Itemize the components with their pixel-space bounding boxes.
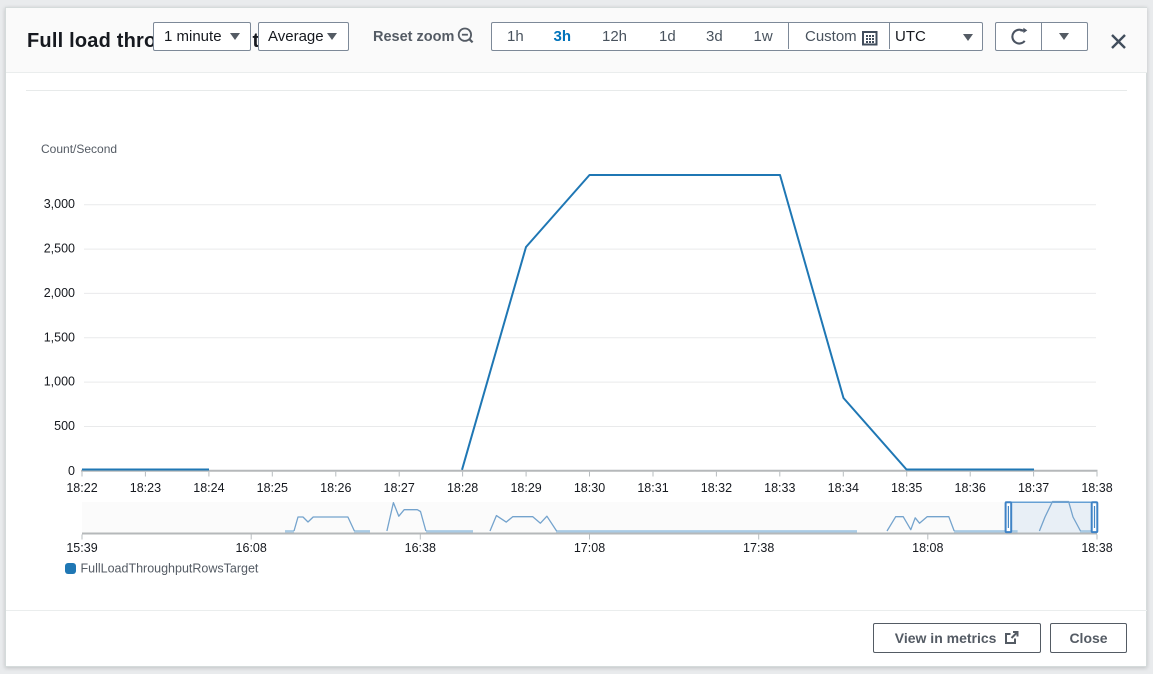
svg-text:18:32: 18:32 xyxy=(701,481,732,495)
svg-text:18:27: 18:27 xyxy=(384,481,415,495)
svg-text:18:08: 18:08 xyxy=(912,541,943,555)
svg-text:3,000: 3,000 xyxy=(44,197,75,211)
svg-text:18:22: 18:22 xyxy=(66,481,97,495)
svg-text:17:38: 17:38 xyxy=(743,541,774,555)
svg-text:18:29: 18:29 xyxy=(510,481,541,495)
svg-text:FullLoadThroughputRowsTarget: FullLoadThroughputRowsTarget xyxy=(81,562,259,576)
svg-text:18:28: 18:28 xyxy=(447,481,478,495)
svg-text:16:08: 16:08 xyxy=(236,541,267,555)
svg-text:18:35: 18:35 xyxy=(891,481,922,495)
svg-text:18:38: 18:38 xyxy=(1081,541,1112,555)
svg-text:18:33: 18:33 xyxy=(764,481,795,495)
svg-text:2,500: 2,500 xyxy=(44,242,75,256)
svg-text:16:38: 16:38 xyxy=(405,541,436,555)
svg-text:18:37: 18:37 xyxy=(1018,481,1049,495)
svg-text:18:34: 18:34 xyxy=(828,481,859,495)
svg-text:18:26: 18:26 xyxy=(320,481,351,495)
svg-text:18:36: 18:36 xyxy=(955,481,986,495)
svg-text:18:31: 18:31 xyxy=(637,481,668,495)
svg-text:2,000: 2,000 xyxy=(44,286,75,300)
svg-text:17:08: 17:08 xyxy=(574,541,605,555)
svg-text:18:25: 18:25 xyxy=(257,481,288,495)
svg-text:18:30: 18:30 xyxy=(574,481,605,495)
svg-text:15:39: 15:39 xyxy=(66,541,97,555)
svg-text:Count/Second: Count/Second xyxy=(41,142,117,156)
svg-text:1,000: 1,000 xyxy=(44,375,75,389)
svg-text:18:23: 18:23 xyxy=(130,481,161,495)
svg-text:18:24: 18:24 xyxy=(193,481,224,495)
svg-text:0: 0 xyxy=(68,464,75,478)
svg-text:18:38: 18:38 xyxy=(1081,481,1112,495)
svg-text:500: 500 xyxy=(54,419,75,433)
svg-text:1,500: 1,500 xyxy=(44,330,75,344)
